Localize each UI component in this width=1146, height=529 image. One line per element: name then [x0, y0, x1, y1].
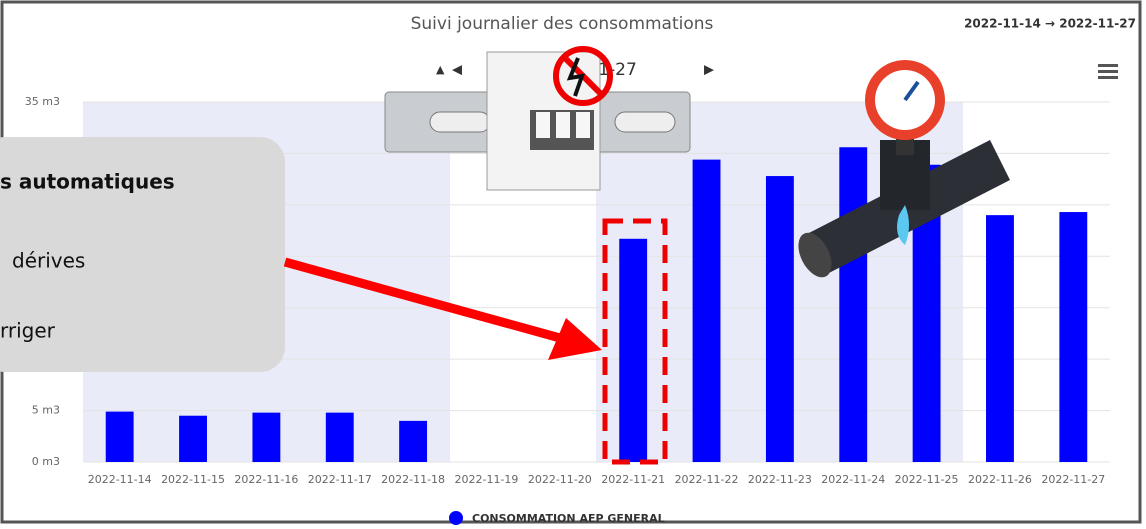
y-tick-label: 0 m3	[32, 455, 60, 468]
annotation-box	[0, 137, 285, 372]
x-tick-label: 2022-11-20	[528, 473, 592, 486]
x-tick-label: 2022-11-16	[234, 473, 298, 486]
x-tick-label: 2022-11-25	[895, 473, 959, 486]
pipe-image	[798, 60, 1010, 278]
nav-next[interactable]: ▶	[704, 63, 714, 78]
nav-prev[interactable]: ◀	[452, 63, 462, 78]
x-tick-label: 2022-11-14	[88, 473, 152, 486]
y-tick-label: 35 m3	[25, 95, 60, 108]
breaker-image	[384, 46, 691, 191]
arrow	[283, 257, 562, 343]
bar	[692, 159, 721, 462]
chart-title: Suivi journalier des consommations	[411, 14, 714, 34]
menu-icon[interactable]	[1098, 64, 1118, 79]
bar	[105, 411, 134, 462]
bar	[399, 420, 428, 462]
x-tick-label: 2022-11-21	[601, 473, 665, 486]
bar	[765, 176, 794, 463]
x-tick-label: 2022-11-22	[675, 473, 739, 486]
arrow-head	[548, 318, 602, 360]
bar	[619, 238, 648, 462]
legend-label: CONSOMMATION AEP GENERAL	[472, 512, 665, 525]
bar	[839, 147, 868, 462]
date-range: 2022-11-14 → 2022-11-27	[964, 17, 1136, 31]
x-tick-label: 2022-11-26	[968, 473, 1032, 486]
annotation-text: s automatiques	[0, 170, 175, 194]
x-tick-label: 2022-11-24	[821, 473, 885, 486]
y-tick-label: 5 m3	[32, 404, 60, 417]
annotation-text: rriger	[0, 319, 56, 343]
bar	[252, 412, 281, 462]
x-tick-label: 2022-11-27	[1041, 473, 1105, 486]
x-tick-label: 2022-11-18	[381, 473, 445, 486]
bar	[179, 415, 207, 462]
x-tick-label: 2022-11-17	[308, 473, 372, 486]
bar	[325, 412, 354, 462]
highlight-box	[602, 218, 668, 465]
x-tick-label: 2022-11-19	[454, 473, 518, 486]
x-tick-label: 2022-11-23	[748, 473, 812, 486]
annotation-text: dérives	[12, 249, 85, 273]
nav-up[interactable]: ▲	[436, 63, 445, 76]
legend-marker	[449, 511, 463, 525]
x-tick-label: 2022-11-15	[161, 473, 225, 486]
bar	[986, 215, 1014, 462]
bar	[1059, 212, 1088, 462]
